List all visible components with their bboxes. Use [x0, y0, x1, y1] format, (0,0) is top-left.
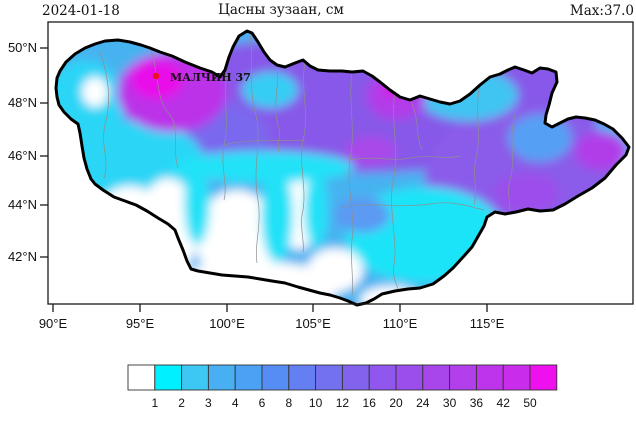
lon-tick-label: 100°E [209, 316, 245, 331]
colorbar-cell [288, 364, 317, 391]
latitude-labels: 50°N 48°N 46°N 44°N 42°N [8, 40, 37, 264]
lat-tick-label: 46°N [8, 148, 37, 163]
map-frame [47, 21, 634, 305]
colorbar-tick-label: 2 [178, 396, 185, 410]
colorbar-tick-label: 3 [205, 396, 212, 410]
colorbar-cell [154, 364, 183, 391]
colorbar-cell [502, 364, 531, 391]
lat-tick-label: 48°N [8, 95, 37, 110]
lon-tick-label: 90°E [39, 316, 68, 331]
colorbar-cell [315, 364, 343, 391]
colorbar-tick-label: 1 [151, 396, 158, 410]
colorbar-cell [234, 364, 263, 391]
colorbar-labels: 1 2 3 4 6 8 10 12 16 20 24 30 36 42 50 [151, 396, 537, 410]
colorbar-tick-label: 30 [443, 396, 457, 410]
colorbar-cell [341, 364, 370, 391]
latitude-ticks [40, 47, 48, 258]
colorbar-cell [261, 364, 290, 391]
lon-tick-label: 110°E [383, 316, 418, 331]
colorbar-tick-label: 24 [416, 396, 430, 410]
colorbar-tick-label: 8 [285, 396, 292, 410]
map-title: Цасны зузаан, см [218, 2, 344, 18]
snow-field [56, 31, 629, 305]
colorbar-cell [475, 364, 504, 391]
colorbar-cell [422, 364, 451, 391]
colorbar-tick-label: 50 [523, 396, 537, 410]
colorbar-tick-label: 36 [470, 396, 484, 410]
station-label: МАЛЧИН 37 [170, 71, 251, 84]
date-label: 2024-01-18 [42, 3, 120, 19]
max-value-label: Max:37.0 [570, 3, 634, 19]
station-marker-dot [152, 72, 160, 80]
longitude-labels: 90°E 95°E 100°E 105°E 110°E 115°E [39, 316, 505, 331]
colorbar: 1 2 3 4 6 8 10 12 16 20 24 30 36 42 50 [127, 364, 558, 410]
colorbar-tick-label: 16 [363, 396, 377, 410]
colorbar-cell [529, 364, 558, 391]
lat-tick-label: 42°N [8, 249, 37, 264]
lon-tick-label: 95°E [126, 316, 155, 331]
colorbar-tick-label: 4 [232, 396, 239, 410]
colorbar-tick-label: 42 [497, 396, 511, 410]
colorbar-tick-label: 12 [336, 396, 350, 410]
colorbar-cell [127, 364, 156, 391]
colorbar-tick-label: 20 [389, 396, 403, 410]
colorbar-cell [449, 364, 477, 391]
colorbar-tick-label: 10 [309, 396, 323, 410]
lon-tick-label: 105°E [295, 316, 331, 331]
colorbar-cell [181, 364, 209, 391]
mongolia-border [54, 29, 631, 307]
colorbar-cell [395, 364, 424, 391]
colorbar-tick-label: 6 [259, 396, 266, 410]
lon-tick-label: 115°E [470, 316, 505, 331]
longitude-ticks [52, 304, 488, 312]
colorbar-cell [207, 364, 236, 391]
colorbar-cell [368, 364, 397, 391]
lat-tick-label: 44°N [8, 197, 37, 212]
lat-tick-label: 50°N [8, 40, 37, 55]
province-boundaries [99, 32, 516, 296]
